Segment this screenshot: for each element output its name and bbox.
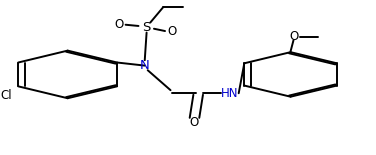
Text: O: O xyxy=(190,116,199,129)
Text: O: O xyxy=(290,30,299,43)
Text: S: S xyxy=(143,21,151,34)
Text: O: O xyxy=(167,25,176,38)
Text: HN: HN xyxy=(221,87,238,100)
Text: Cl: Cl xyxy=(1,89,12,102)
Text: O: O xyxy=(114,18,124,31)
Text: N: N xyxy=(140,59,150,72)
